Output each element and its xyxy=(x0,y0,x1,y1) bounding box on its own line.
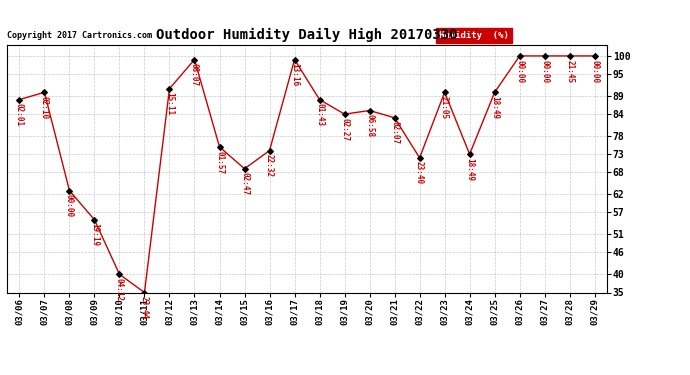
Point xyxy=(214,144,225,150)
Point xyxy=(64,188,75,194)
Text: 02:07: 02:07 xyxy=(390,122,399,144)
Point xyxy=(364,108,375,114)
Point xyxy=(564,53,575,59)
Point xyxy=(439,89,450,95)
Text: 04:12: 04:12 xyxy=(115,278,124,301)
Point xyxy=(339,111,350,117)
Point xyxy=(239,166,250,172)
Point xyxy=(164,86,175,92)
Point xyxy=(414,155,425,161)
Point xyxy=(14,97,25,103)
Text: 00:00: 00:00 xyxy=(540,60,549,82)
Point xyxy=(389,115,400,121)
Point xyxy=(514,53,525,59)
Point xyxy=(89,217,100,223)
Text: 21:45: 21:45 xyxy=(565,60,574,82)
Point xyxy=(589,53,600,59)
Text: 02:47: 02:47 xyxy=(240,172,249,195)
Text: 00:00: 00:00 xyxy=(65,194,74,217)
Point xyxy=(464,151,475,157)
Text: 13:16: 13:16 xyxy=(290,63,299,86)
Point xyxy=(114,271,125,277)
Text: 19:19: 19:19 xyxy=(90,224,99,246)
Title: Outdoor Humidity Daily High 20170330: Outdoor Humidity Daily High 20170330 xyxy=(157,28,457,42)
Text: 23:40: 23:40 xyxy=(415,162,424,184)
Text: 18:49: 18:49 xyxy=(490,96,499,119)
Text: 08:07: 08:07 xyxy=(190,63,199,86)
Point xyxy=(539,53,550,59)
Text: 02:27: 02:27 xyxy=(340,118,349,141)
Text: Humidity  (%): Humidity (%) xyxy=(439,31,509,40)
Point xyxy=(314,97,325,103)
Text: 00:00: 00:00 xyxy=(515,60,524,82)
Point xyxy=(289,57,300,63)
Text: 18:49: 18:49 xyxy=(465,158,474,181)
Point xyxy=(489,89,500,95)
Point xyxy=(189,57,200,63)
Text: 22:32: 22:32 xyxy=(265,154,274,177)
Text: 21:05: 21:05 xyxy=(440,96,449,119)
Text: 06:58: 06:58 xyxy=(365,114,374,137)
Point xyxy=(264,147,275,153)
Text: 23:44: 23:44 xyxy=(140,296,149,319)
Text: 01:43: 01:43 xyxy=(315,103,324,126)
Point xyxy=(39,89,50,95)
Text: 00:00: 00:00 xyxy=(590,60,599,82)
Text: 02:10: 02:10 xyxy=(40,96,49,119)
Text: 02:01: 02:01 xyxy=(15,103,24,126)
Point xyxy=(139,290,150,296)
Text: 01:57: 01:57 xyxy=(215,150,224,174)
Text: 15:11: 15:11 xyxy=(165,92,174,116)
Text: Copyright 2017 Cartronics.com: Copyright 2017 Cartronics.com xyxy=(7,30,152,39)
